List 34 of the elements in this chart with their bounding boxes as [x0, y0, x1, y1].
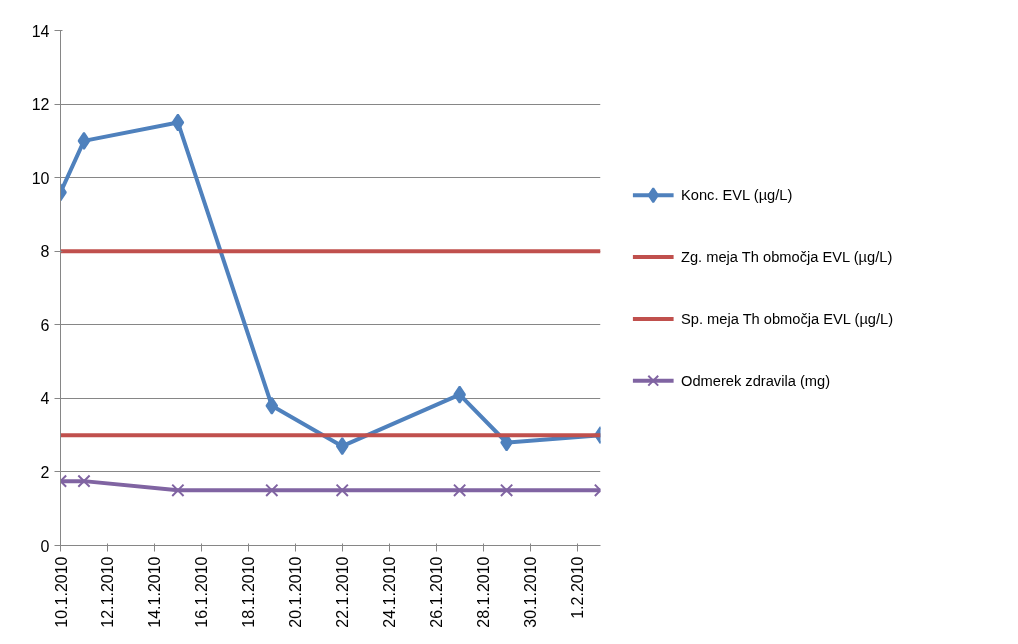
- y-tick-label: 8: [40, 243, 50, 261]
- x-tick-label: 24.1.2010: [381, 556, 399, 628]
- point: [171, 113, 185, 132]
- point: [171, 483, 185, 497]
- y-tick-label: 0: [40, 537, 50, 555]
- legend-label: Konc. EVL (µg/L): [681, 187, 793, 204]
- legend-label: Sp. meja Th območja EVL (µg/L): [681, 310, 894, 327]
- y-tick-label: 2: [40, 463, 50, 481]
- point: [77, 474, 91, 488]
- point: [499, 483, 514, 497]
- x-tick-label: 14.1.2010: [146, 556, 164, 628]
- point: [335, 483, 349, 497]
- point: [77, 131, 91, 150]
- x-tick-label: 1.2.2010: [569, 556, 587, 619]
- y-tick-label: 6: [40, 316, 50, 334]
- point: [452, 483, 467, 497]
- point: [265, 483, 279, 497]
- legend-label: Zg. meja Th območja EVL (µg/L): [681, 249, 893, 266]
- x-tick-label: 26.1.2010: [428, 556, 446, 628]
- x-tick-label: 20.1.2010: [287, 556, 305, 628]
- x-tick-label: 12.1.2010: [99, 556, 117, 628]
- x-tick-label: 30.1.2010: [522, 556, 540, 628]
- x-tick-label: 10.1.2010: [52, 556, 70, 628]
- point: [265, 396, 279, 415]
- x-tick-label: 28.1.2010: [475, 556, 493, 628]
- x-tick-label: 16.1.2010: [193, 556, 211, 628]
- y-tick-label: 4: [40, 390, 50, 408]
- y-tick-label: 12: [31, 96, 50, 114]
- y-tick-label: 10: [31, 169, 50, 187]
- y-tick-label: 14: [31, 22, 50, 40]
- point: [335, 437, 349, 456]
- x-tick-label: 18.1.2010: [240, 556, 258, 628]
- x-tick-label: 22.1.2010: [334, 556, 352, 628]
- legend-label: Odmerek zdravila (mg): [681, 372, 831, 389]
